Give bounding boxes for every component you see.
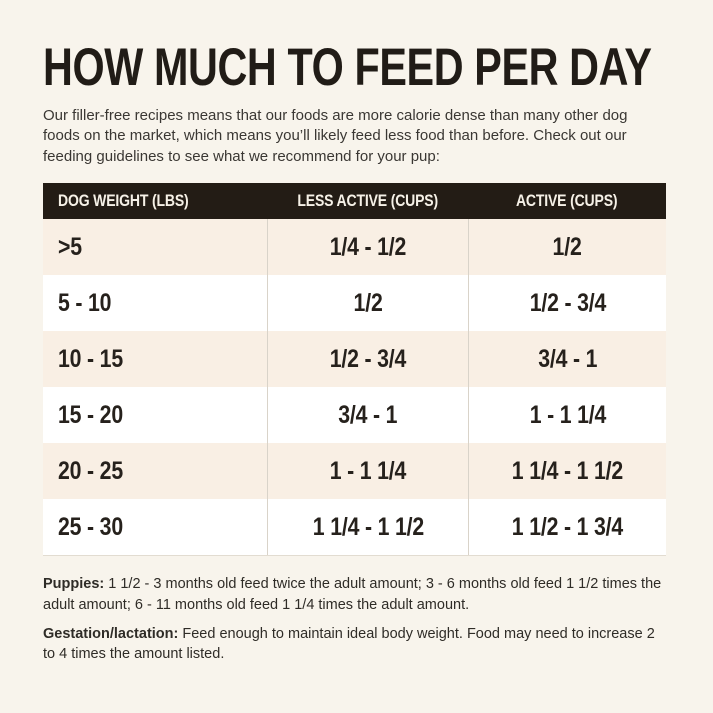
cell-active-value: 3/4 - 1 bbox=[537, 344, 598, 373]
cell-less-active: 1 - 1 1/4 bbox=[267, 443, 468, 500]
cell-active-value: 1 1/4 - 1 1/2 bbox=[511, 456, 624, 485]
feeding-guide-page: HOW MUCH TO FEED PER DAY Our filler-free… bbox=[43, 38, 667, 664]
cell-less-active-value: 1 - 1 1/4 bbox=[329, 456, 407, 485]
cell-active-value: 1 - 1 1/4 bbox=[529, 400, 606, 429]
table-body: >5 1/4 - 1/2 1/2 5 - 10 1/2 1/2 - 3/4 10 - 15 1… bbox=[43, 219, 666, 556]
cell-active: 1 1/4 - 1 1/2 bbox=[468, 443, 666, 500]
column-header-active-label: ACTIVE (CUPS) bbox=[516, 192, 618, 211]
cell-less-active-value: 3/4 - 1 bbox=[338, 400, 398, 429]
cell-active: 1 1/2 - 1 3/4 bbox=[468, 499, 666, 556]
note-puppies-label: Puppies: bbox=[43, 576, 105, 593]
table-header-row: DOG WEIGHT (LBS) LESS ACTIVE (CUPS) ACTI… bbox=[43, 183, 666, 220]
cell-active-value: 1/2 bbox=[552, 232, 583, 261]
cell-dog-weight-value: >5 bbox=[58, 232, 82, 261]
cell-active-value: 1/2 - 3/4 bbox=[529, 288, 606, 317]
cell-active: 1/2 - 3/4 bbox=[468, 275, 666, 332]
note-gestation: Gestation/lactation: Feed enough to main… bbox=[43, 624, 667, 665]
page-title-text: HOW MUCH TO FEED PER DAY bbox=[43, 38, 652, 97]
cell-dog-weight-value: 25 - 30 bbox=[58, 512, 123, 541]
footnotes: Puppies: 1 1/2 - 3 months old feed twice… bbox=[43, 574, 667, 664]
cell-less-active: 1/2 - 3/4 bbox=[267, 331, 468, 388]
table-row: 20 - 25 1 - 1 1/4 1 1/4 - 1 1/2 bbox=[43, 443, 666, 500]
feeding-table: DOG WEIGHT (LBS) LESS ACTIVE (CUPS) ACTI… bbox=[43, 183, 666, 557]
column-header-less-active: LESS ACTIVE (CUPS) bbox=[267, 193, 468, 210]
note-gestation-text: Feed enough to maintain ideal body weigh… bbox=[43, 625, 655, 663]
cell-dog-weight: 20 - 25 bbox=[43, 443, 267, 499]
cell-dog-weight-value: 10 - 15 bbox=[58, 344, 123, 373]
cell-less-active: 1/4 - 1/2 bbox=[267, 219, 468, 276]
cell-dog-weight-value: 20 - 25 bbox=[58, 456, 123, 485]
cell-less-active-value: 1/4 - 1/2 bbox=[329, 232, 407, 261]
cell-less-active-value: 1/2 bbox=[353, 288, 383, 317]
column-header-dog-weight: DOG WEIGHT (LBS) bbox=[43, 193, 267, 210]
cell-dog-weight: >5 bbox=[43, 219, 267, 275]
cell-less-active-value: 1/2 - 3/4 bbox=[329, 344, 407, 373]
note-puppies: Puppies: 1 1/2 - 3 months old feed twice… bbox=[43, 574, 667, 615]
cell-less-active: 3/4 - 1 bbox=[267, 387, 468, 444]
intro-text: Our filler-free recipes means that our f… bbox=[43, 106, 628, 165]
column-header-dog-weight-label: DOG WEIGHT (LBS) bbox=[58, 192, 189, 211]
cell-less-active: 1 1/4 - 1 1/2 bbox=[267, 499, 468, 556]
cell-dog-weight: 5 - 10 bbox=[43, 275, 267, 331]
cell-dog-weight-value: 5 - 10 bbox=[58, 288, 112, 317]
cell-active: 1 - 1 1/4 bbox=[468, 387, 666, 444]
table-row: 5 - 10 1/2 1/2 - 3/4 bbox=[43, 275, 666, 332]
cell-active: 3/4 - 1 bbox=[468, 331, 666, 388]
column-header-active: ACTIVE (CUPS) bbox=[468, 193, 666, 210]
table-row: 25 - 30 1 1/4 - 1 1/2 1 1/2 - 1 3/4 bbox=[43, 499, 666, 556]
cell-dog-weight: 25 - 30 bbox=[43, 499, 267, 555]
table-row: 10 - 15 1/2 - 3/4 3/4 - 1 bbox=[43, 331, 666, 388]
note-gestation-label: Gestation/lactation: bbox=[43, 625, 179, 642]
cell-less-active: 1/2 bbox=[267, 275, 468, 332]
cell-less-active-value: 1 1/4 - 1 1/2 bbox=[312, 512, 424, 541]
cell-dog-weight: 10 - 15 bbox=[43, 331, 267, 387]
cell-dog-weight: 15 - 20 bbox=[43, 387, 267, 443]
table-row: 15 - 20 3/4 - 1 1 - 1 1/4 bbox=[43, 387, 666, 444]
cell-active-value: 1 1/2 - 1 3/4 bbox=[511, 512, 624, 541]
column-header-less-active-label: LESS ACTIVE (CUPS) bbox=[297, 192, 438, 211]
cell-active: 1/2 bbox=[468, 219, 666, 276]
table-row: >5 1/4 - 1/2 1/2 bbox=[43, 219, 666, 276]
page-title: HOW MUCH TO FEED PER DAY bbox=[43, 38, 667, 97]
note-puppies-text: 1 1/2 - 3 months old feed twice the adul… bbox=[43, 576, 662, 613]
cell-dog-weight-value: 15 - 20 bbox=[58, 400, 123, 429]
